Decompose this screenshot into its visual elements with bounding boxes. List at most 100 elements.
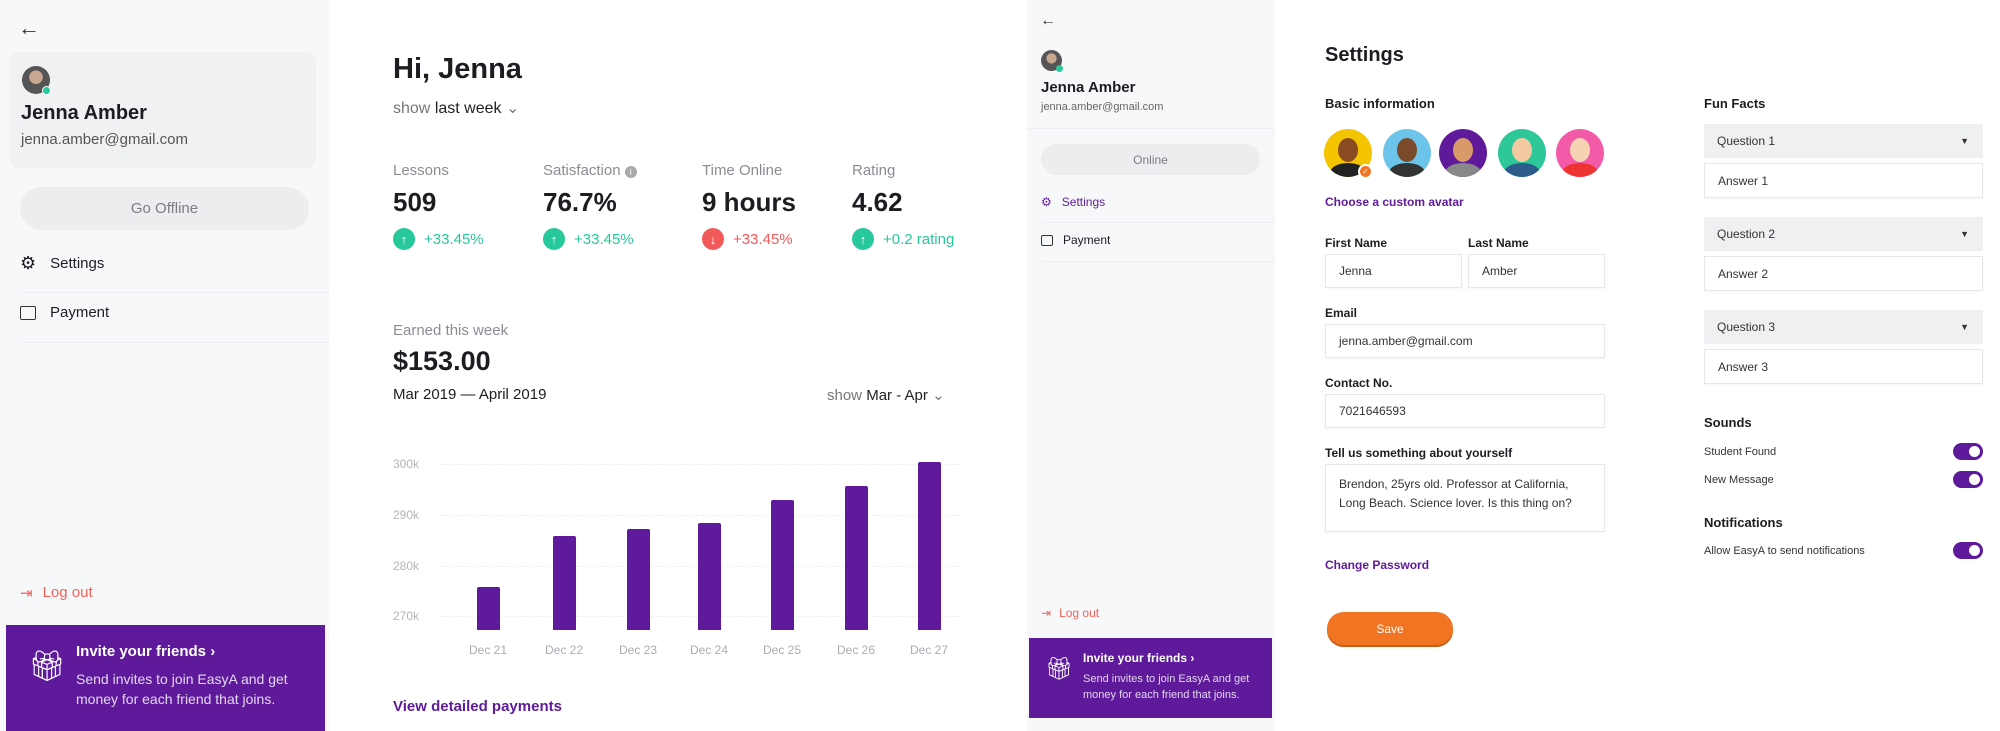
y-tick-label: 270k: [393, 609, 420, 624]
caret-down-icon: ▼: [1960, 229, 1969, 239]
answer-2-input[interactable]: Answer 2: [1704, 256, 1983, 291]
stat-label: Time Online: [702, 162, 783, 179]
question-3-select[interactable]: Question 3 ▼: [1704, 310, 1983, 344]
student-found-label: Student Found: [1704, 446, 1777, 458]
change-password-link[interactable]: Change Password: [1325, 558, 1430, 572]
last-name-label: Last Name: [1468, 236, 1529, 250]
stat-0: Lessons 509 ↑ +33.45%: [393, 162, 484, 250]
avatar-option-5[interactable]: [1556, 129, 1604, 177]
gridline: [440, 464, 960, 466]
arrow-down-icon: ↓: [702, 228, 724, 250]
about-textarea[interactable]: Brendon, 25yrs old. Professor at Califor…: [1325, 464, 1605, 532]
allow-notifications-toggle[interactable]: [1953, 542, 1983, 559]
chevron-down-icon: ⌄: [932, 387, 945, 404]
stat-label: Lessons: [393, 162, 449, 179]
answer-1-input[interactable]: Answer 1: [1704, 163, 1983, 198]
user-name: Jenna Amber: [1041, 79, 1136, 96]
first-name-label: First Name: [1325, 236, 1388, 250]
avatar-option-4[interactable]: [1498, 129, 1546, 177]
new-message-toggle[interactable]: [1953, 471, 1983, 488]
sounds-heading: Sounds: [1704, 415, 1752, 430]
divider: [20, 342, 329, 343]
x-tick-label: Dec 22: [544, 643, 584, 657]
divider: [1041, 261, 1275, 262]
arrow-up-icon: ↑: [393, 228, 415, 250]
avatar-option-3[interactable]: [1439, 129, 1487, 177]
bar-dec-26[interactable]: [845, 485, 868, 630]
invite-friends-banner[interactable]: 🎁︎ Invite your friends › Send invites to…: [1029, 638, 1272, 718]
bar-dec-23[interactable]: [627, 528, 650, 630]
avatar-option-2[interactable]: [1383, 129, 1431, 177]
sidebar-item-settings[interactable]: ⚙ Settings: [20, 253, 105, 273]
bar-dec-22[interactable]: [553, 536, 576, 630]
caret-down-icon: ▼: [1960, 136, 1969, 146]
stat-value: 4.62: [852, 187, 903, 217]
greeting: Hi, Jenna: [393, 53, 522, 85]
gear-icon: ⚙: [1041, 195, 1052, 209]
arrow-up-icon: ↑: [852, 228, 874, 250]
user-email: jenna.amber@gmail.com: [21, 131, 188, 148]
gridline: [440, 514, 960, 516]
go-offline-button[interactable]: Go Offline: [20, 187, 309, 230]
y-tick-label: 290k: [393, 507, 420, 522]
x-tick-label: Dec 26: [836, 643, 876, 657]
x-tick-label: Dec 25: [762, 643, 802, 657]
email-input[interactable]: jenna.amber@gmail.com: [1325, 324, 1605, 358]
invite-text: Send invites to join EasyA and get money…: [76, 671, 288, 707]
basic-info-heading: Basic information: [1325, 96, 1435, 111]
online-dot: [1056, 65, 1063, 72]
date-range: Mar 2019 — April 2019: [393, 386, 547, 403]
save-button[interactable]: Save: [1327, 612, 1453, 645]
info-icon[interactable]: i: [624, 166, 637, 178]
invite-title: Invite your friends ›: [76, 643, 216, 660]
bar-dec-21[interactable]: [477, 587, 500, 630]
chevron-down-icon: ⌄: [505, 100, 520, 117]
last-name-input[interactable]: Amber: [1468, 254, 1605, 288]
new-message-label: New Message: [1704, 474, 1774, 486]
logout-icon: ⇥: [20, 585, 33, 602]
bar-dec-24[interactable]: [698, 522, 721, 630]
y-tick-label: 280k: [393, 558, 420, 573]
stat-1: Satisfaction i 76.7% ↑ +33.45%: [543, 162, 637, 250]
logout-button[interactable]: ⇥ Log out: [20, 584, 93, 602]
x-tick-label: Dec 23: [618, 643, 658, 657]
stat-value: 9 hours: [702, 187, 796, 217]
view-detailed-payments-link[interactable]: View detailed payments: [393, 698, 562, 715]
sidebar-item-settings[interactable]: ⚙ Settings: [1041, 195, 1106, 209]
invite-text: Send invites to join EasyA and get money…: [1083, 673, 1250, 701]
bar-dec-27[interactable]: [918, 461, 941, 630]
stat-change: ↑ +33.45%: [543, 228, 637, 250]
question-2-select[interactable]: Question 2 ▼: [1704, 217, 1983, 251]
first-name-input[interactable]: Jenna: [1325, 254, 1462, 288]
x-tick-label: Dec 21: [468, 643, 508, 657]
page-title: Settings: [1325, 44, 1404, 66]
online-status-button[interactable]: Online: [1041, 144, 1260, 175]
email-label: Email: [1325, 306, 1358, 320]
wallet-icon: [1041, 234, 1053, 246]
allow-notifications-label: Allow EasyA to send notifications: [1704, 545, 1865, 557]
x-tick-label: Dec 27: [909, 643, 949, 657]
logout-icon: ⇥: [1041, 606, 1052, 620]
sidebar-item-payment[interactable]: Payment: [1041, 233, 1110, 247]
divider: [1027, 128, 1275, 129]
question-1-select[interactable]: Question 1 ▼: [1704, 124, 1983, 158]
period-dropdown[interactable]: show last week ⌄: [393, 100, 520, 117]
range-dropdown[interactable]: show Mar - Apr ⌄: [827, 387, 945, 404]
choose-custom-avatar-link[interactable]: Choose a custom avatar: [1325, 195, 1464, 209]
contact-input[interactable]: 7021646593: [1325, 394, 1605, 428]
gift-icon: 🎁︎: [28, 650, 67, 683]
stat-value: 76.7%: [543, 187, 617, 217]
divider: [1041, 222, 1275, 223]
wallet-icon: [20, 305, 36, 320]
back-arrow-icon[interactable]: ←: [1040, 12, 1056, 29]
invite-friends-banner[interactable]: 🎁︎ Invite your friends › Send invites to…: [6, 625, 325, 731]
user-email: jenna.amber@gmail.com: [1041, 101, 1164, 113]
earned-label: Earned this week: [393, 322, 509, 339]
stat-2: Time Online 9 hours ↓ +33.45%: [702, 162, 796, 250]
student-found-toggle[interactable]: [1953, 443, 1983, 460]
answer-3-input[interactable]: Answer 3: [1704, 349, 1983, 384]
sidebar-item-payment[interactable]: Payment: [20, 304, 109, 321]
logout-button[interactable]: ⇥ Log out: [1041, 606, 1100, 620]
bar-dec-25[interactable]: [771, 500, 794, 630]
back-arrow-icon[interactable]: ←: [18, 15, 40, 40]
